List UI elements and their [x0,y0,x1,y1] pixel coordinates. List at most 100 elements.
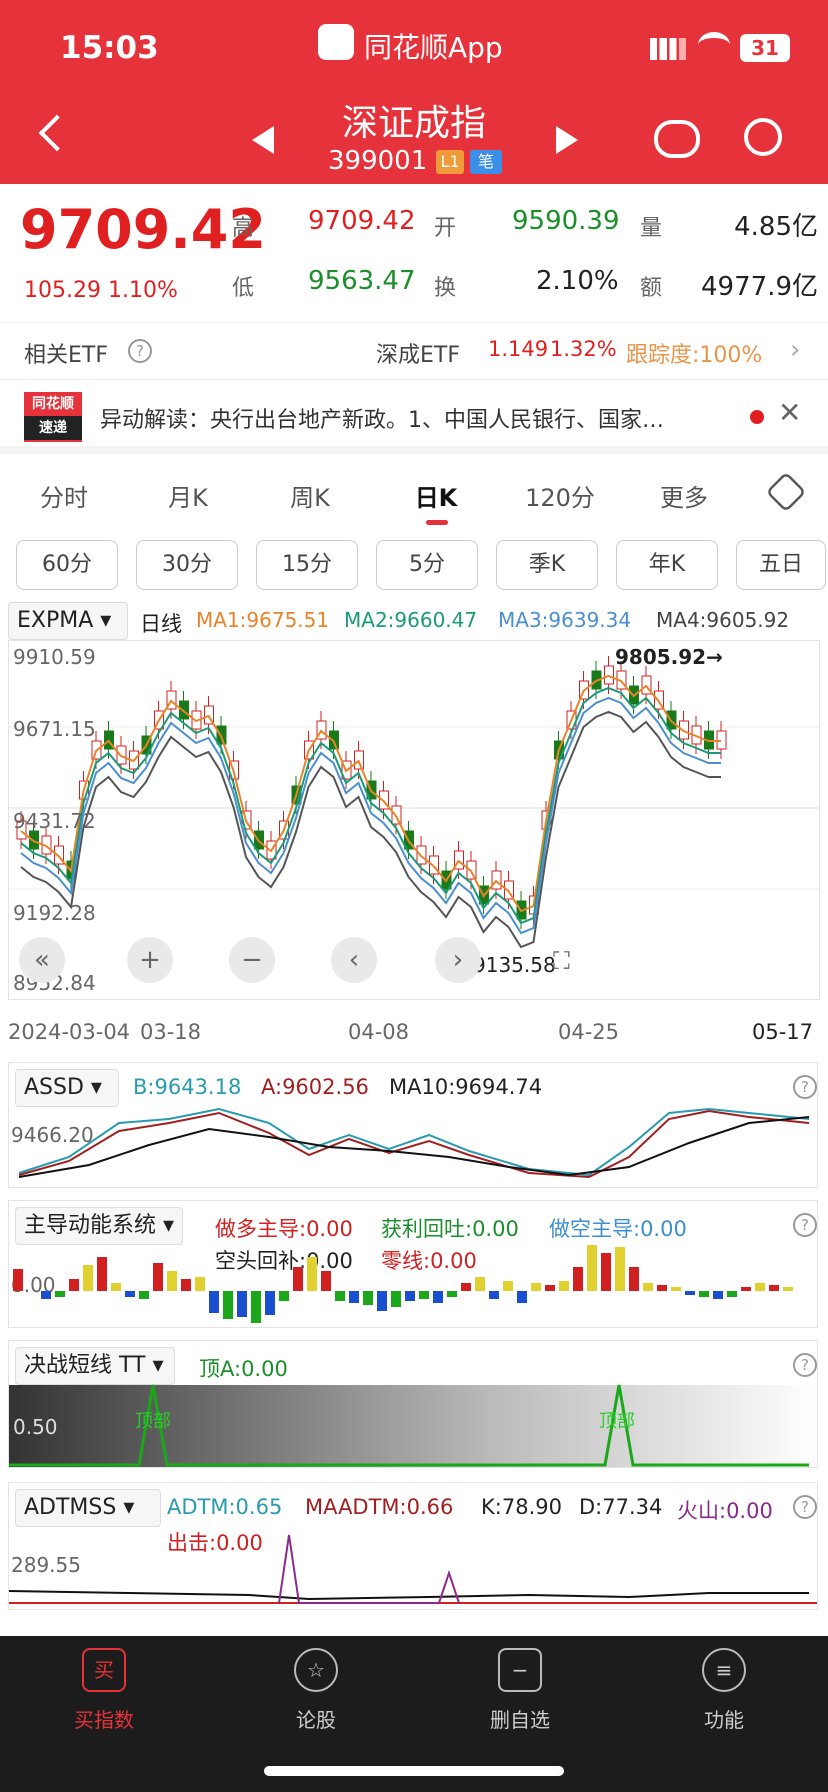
momentum-bar [405,1291,415,1301]
candle [454,850,464,870]
adtm-select[interactable]: ADTMSS ▾ [15,1489,161,1527]
momentum-bar [55,1291,65,1297]
menu-icon[interactable]: ≡ [702,1648,746,1692]
help-icon[interactable]: ? [793,1495,817,1519]
buy-index-label[interactable]: 买指数 [74,1708,134,1732]
candle [491,870,502,890]
momentum-bar [125,1291,135,1297]
fullscreen-icon[interactable]: ⛶ [553,947,570,975]
help-icon[interactable]: ? [793,1213,817,1237]
tab-120min[interactable]: 120分 [525,484,595,512]
functions-label[interactable]: 功能 [704,1708,744,1732]
help-icon[interactable]: ? [793,1353,817,1377]
momentum-bar [769,1285,779,1291]
period-year[interactable]: 年K [616,540,718,590]
assd-ma10: MA10:9694.74 [389,1075,543,1099]
candle [391,805,402,825]
momentum-bar [265,1291,275,1315]
momentum-bar [447,1291,457,1297]
candle [379,790,389,810]
momentum-bar [279,1291,289,1301]
remove-watch-label[interactable]: 删自选 [490,1708,550,1732]
momentum-bar [629,1267,639,1291]
short-lead: 做空主导:0.00 [549,1217,687,1241]
period-quarter[interactable]: 季K [496,540,598,590]
momentum-bar [321,1271,331,1291]
help-icon[interactable]: ? [128,339,152,363]
zero-line: 零线:0.00 [381,1249,477,1273]
period-15min[interactable]: 15分 [256,540,358,590]
assd-a: A:9602.56 [261,1075,369,1099]
candle [429,855,439,875]
tab-monthly[interactable]: 月K [168,484,208,512]
buy-index-icon[interactable]: 买 [82,1648,126,1692]
momentum-bar [237,1291,247,1317]
tab-intraday[interactable]: 分时 [40,484,88,512]
candle [641,675,652,695]
scroll-left-icon[interactable]: ‹ [331,937,377,983]
tab-daily[interactable]: 日K [414,484,458,512]
period-5day[interactable]: 五日 [736,540,826,590]
candle [679,720,689,740]
tt-select[interactable]: 决战短线 TT ▾ [15,1347,175,1385]
momentum-bar [573,1267,583,1291]
momentum-bar [83,1265,93,1291]
candle [604,665,614,685]
help-icon[interactable]: ? [793,1075,817,1099]
scroll-right-icon[interactable]: › [435,937,481,983]
tt-peak-label-2: 顶部 [599,1411,635,1432]
zoom-in-icon[interactable]: + [127,937,173,983]
period-60min[interactable]: 60分 [16,540,118,590]
collapse-left-icon[interactable]: « [19,937,65,983]
etf-row[interactable]: 相关ETF ? 深成ETF 1.149 1.32% 跟踪度:100% › [0,322,828,380]
star-icon[interactable]: ☆ [294,1648,338,1692]
candle [116,745,127,765]
assd-panel[interactable]: ASSD ▾ B:9643.18 A:9602.56 MA10:9694.74 … [8,1062,818,1188]
search-icon[interactable] [744,118,782,156]
prev-arrow-icon[interactable] [252,126,274,154]
tab-weekly[interactable]: 周K [290,484,330,512]
period-5min[interactable]: 5分 [376,540,478,590]
zoom-out-icon[interactable]: − [229,937,275,983]
y-tick-1: 9910.59 [13,645,96,669]
settings-hexagon-icon[interactable] [765,471,807,513]
strike-value: 出击:0.00 [167,1531,263,1555]
x-tick-5: 05-17 [752,1020,814,1044]
open-label: 开 [434,216,457,241]
turnover-label: 换 [434,276,457,301]
kline-chart[interactable]: 9910.59 9671.15 9431.72 9192.28 8952.84 … [8,640,820,1000]
etf-name: 深成ETF [376,343,460,368]
robot-icon[interactable] [654,120,700,158]
open-value: 9590.39 [512,206,620,236]
adtm-panel[interactable]: ADTMSS ▾ ADTM:0.65 MAADTM:0.66 K:78.90 D… [8,1482,818,1610]
momentum-bar [741,1287,751,1291]
momentum-bar [461,1283,471,1291]
d-value: D:77.34 [579,1495,663,1519]
candle [104,730,114,750]
assd-select[interactable]: ASSD ▾ [15,1069,119,1107]
ma4-value: MA4:9605.92 [656,608,790,632]
period-30min[interactable]: 30分 [136,540,238,590]
next-arrow-icon[interactable] [556,126,578,154]
momentum-bar [293,1267,303,1291]
app-logo-icon [318,24,354,60]
tt-panel[interactable]: 决战短线 TT ▾ 顶A:0.00 ? 0.50 顶部 顶部 [8,1340,818,1468]
short-cover: 空头回补:0.00 [215,1249,353,1273]
wifi-icon [698,32,730,58]
close-icon[interactable]: ✕ [778,396,802,429]
candle [29,830,39,850]
tab-more[interactable]: 更多 [660,484,708,512]
price-change: 105.29 [24,278,101,303]
high-marker: 9805.92→ [615,645,723,669]
tt-y-tick: 0.50 [13,1415,58,1439]
forum-label[interactable]: 论股 [296,1708,336,1732]
indicator-select[interactable]: EXPMA ▾ [8,602,128,640]
minus-icon[interactable]: − [498,1648,542,1692]
momentum-bar [783,1287,793,1291]
momentum-bar [349,1291,359,1303]
news-banner[interactable]: 同花顺 速递 异动解读：央行出台地产新政。1、中国人民银行、国家… ✕ [0,382,828,454]
app-header: 15:03 同花顺App 31 深证成指 399001 L1 笔 [0,0,828,184]
momentum-bar [475,1277,485,1291]
momentum-panel[interactable]: 主导动能系统 ▾ 做多主导:0.00 获利回吐:0.00 做空主导:0.00 空… [8,1200,818,1328]
momentum-select[interactable]: 主导动能系统 ▾ [15,1207,183,1245]
